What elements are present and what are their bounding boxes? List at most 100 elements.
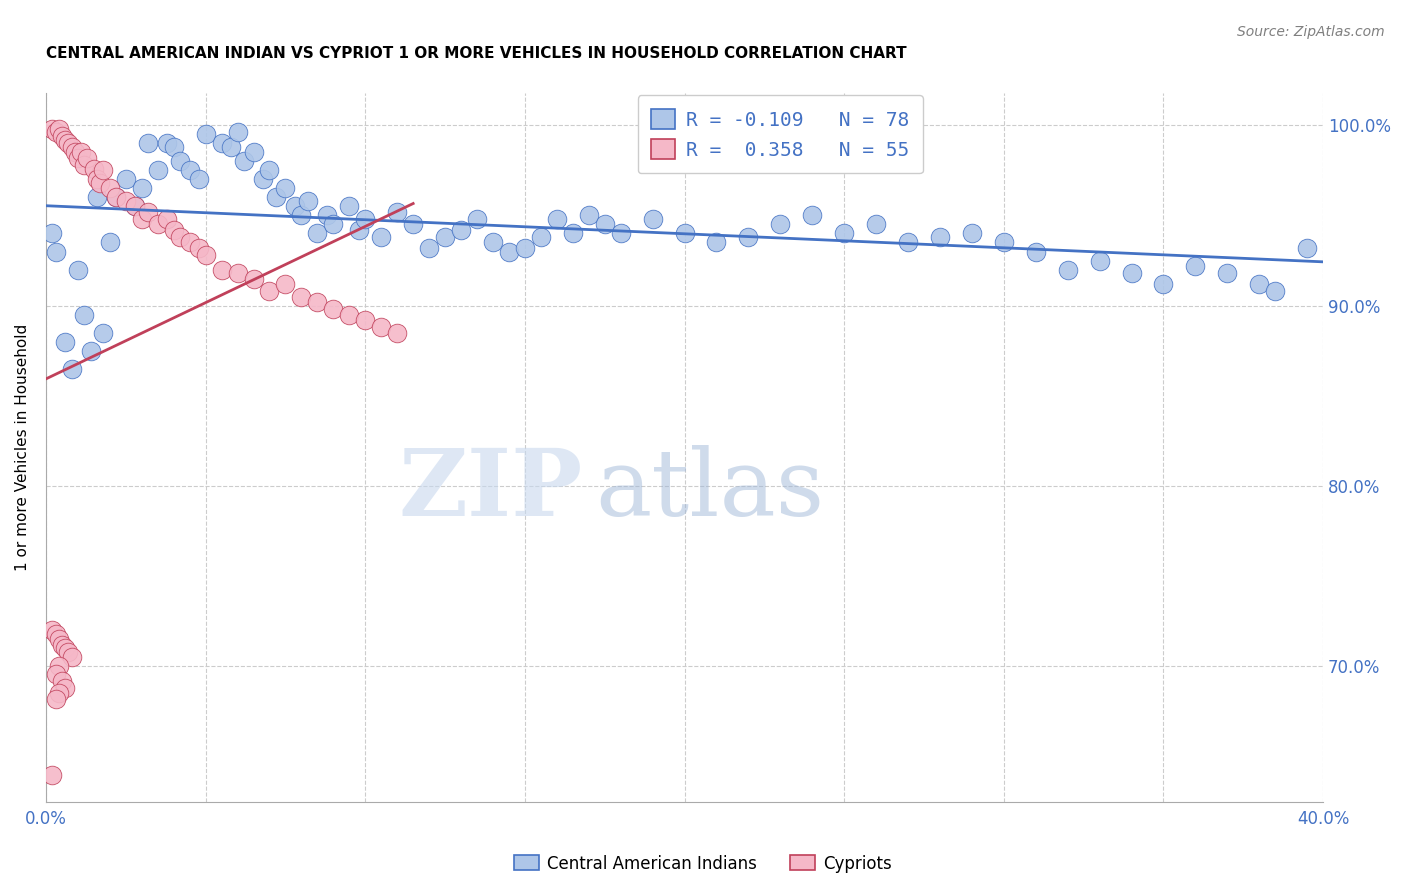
Point bbox=[322, 218, 344, 232]
Point bbox=[48, 632, 70, 647]
Point bbox=[1121, 266, 1143, 280]
Point bbox=[226, 266, 249, 280]
Point bbox=[188, 172, 211, 186]
Legend: Central American Indians, Cypriots: Central American Indians, Cypriots bbox=[508, 848, 898, 880]
Point bbox=[354, 212, 377, 227]
Point bbox=[41, 624, 63, 638]
Point bbox=[284, 199, 307, 213]
Point bbox=[98, 235, 121, 250]
Point bbox=[45, 666, 67, 681]
Point bbox=[960, 227, 983, 241]
Point bbox=[45, 691, 67, 706]
Point bbox=[105, 190, 128, 204]
Point bbox=[1184, 259, 1206, 273]
Point bbox=[307, 295, 329, 310]
Point bbox=[131, 181, 153, 195]
Point bbox=[498, 244, 520, 259]
Point bbox=[51, 129, 73, 144]
Point bbox=[347, 223, 370, 237]
Point bbox=[124, 199, 146, 213]
Point bbox=[578, 209, 600, 223]
Point bbox=[53, 681, 76, 695]
Point bbox=[146, 218, 169, 232]
Point bbox=[450, 223, 472, 237]
Point bbox=[63, 145, 86, 160]
Point bbox=[706, 235, 728, 250]
Point bbox=[45, 244, 67, 259]
Point bbox=[163, 223, 186, 237]
Point bbox=[51, 638, 73, 652]
Point bbox=[316, 209, 339, 223]
Point bbox=[169, 230, 191, 244]
Point bbox=[1153, 277, 1175, 291]
Point bbox=[242, 271, 264, 285]
Point bbox=[45, 627, 67, 641]
Point bbox=[370, 230, 392, 244]
Point bbox=[194, 128, 217, 142]
Point bbox=[48, 121, 70, 136]
Point bbox=[402, 218, 425, 232]
Point bbox=[89, 176, 111, 190]
Point bbox=[156, 212, 179, 227]
Point bbox=[259, 284, 281, 298]
Legend: R = -0.109   N = 78, R =  0.358   N = 55: R = -0.109 N = 78, R = 0.358 N = 55 bbox=[637, 95, 924, 173]
Point bbox=[73, 308, 96, 322]
Point bbox=[232, 154, 254, 169]
Point bbox=[219, 140, 242, 154]
Point bbox=[354, 313, 377, 327]
Point bbox=[370, 320, 392, 334]
Point bbox=[385, 204, 408, 219]
Point bbox=[307, 227, 329, 241]
Text: atlas: atlas bbox=[595, 445, 824, 534]
Text: CENTRAL AMERICAN INDIAN VS CYPRIOT 1 OR MORE VEHICLES IN HOUSEHOLD CORRELATION C: CENTRAL AMERICAN INDIAN VS CYPRIOT 1 OR … bbox=[46, 45, 907, 61]
Point bbox=[290, 209, 312, 223]
Point bbox=[76, 151, 98, 165]
Point bbox=[93, 163, 115, 178]
Point bbox=[114, 172, 136, 186]
Point bbox=[513, 241, 536, 255]
Point bbox=[561, 227, 583, 241]
Point bbox=[58, 645, 80, 659]
Point bbox=[45, 126, 67, 140]
Point bbox=[60, 650, 83, 665]
Point bbox=[801, 209, 824, 223]
Point bbox=[86, 172, 108, 186]
Point bbox=[105, 190, 128, 204]
Text: Source: ZipAtlas.com: Source: ZipAtlas.com bbox=[1237, 25, 1385, 39]
Point bbox=[1216, 266, 1239, 280]
Point bbox=[1088, 253, 1111, 268]
Point bbox=[53, 641, 76, 656]
Point bbox=[194, 248, 217, 262]
Point bbox=[66, 262, 89, 277]
Point bbox=[274, 181, 297, 195]
Point bbox=[297, 194, 319, 208]
Point bbox=[83, 161, 105, 176]
Point bbox=[337, 308, 360, 322]
Point bbox=[179, 163, 201, 178]
Point bbox=[73, 158, 96, 172]
Point bbox=[60, 140, 83, 154]
Point bbox=[48, 659, 70, 673]
Point bbox=[322, 302, 344, 317]
Point bbox=[865, 218, 887, 232]
Point bbox=[530, 230, 553, 244]
Point bbox=[769, 218, 792, 232]
Point bbox=[226, 126, 249, 140]
Point bbox=[98, 181, 121, 195]
Point bbox=[1296, 241, 1319, 255]
Point bbox=[163, 140, 186, 154]
Point bbox=[609, 227, 631, 241]
Point bbox=[136, 136, 159, 151]
Point bbox=[41, 227, 63, 241]
Point bbox=[546, 212, 568, 227]
Point bbox=[242, 145, 264, 160]
Point bbox=[93, 326, 115, 340]
Point bbox=[434, 230, 457, 244]
Point bbox=[114, 194, 136, 208]
Point bbox=[1264, 284, 1286, 298]
Point bbox=[1249, 277, 1271, 291]
Y-axis label: 1 or more Vehicles in Household: 1 or more Vehicles in Household bbox=[15, 324, 30, 571]
Point bbox=[737, 230, 759, 244]
Point bbox=[1025, 244, 1047, 259]
Point bbox=[211, 136, 233, 151]
